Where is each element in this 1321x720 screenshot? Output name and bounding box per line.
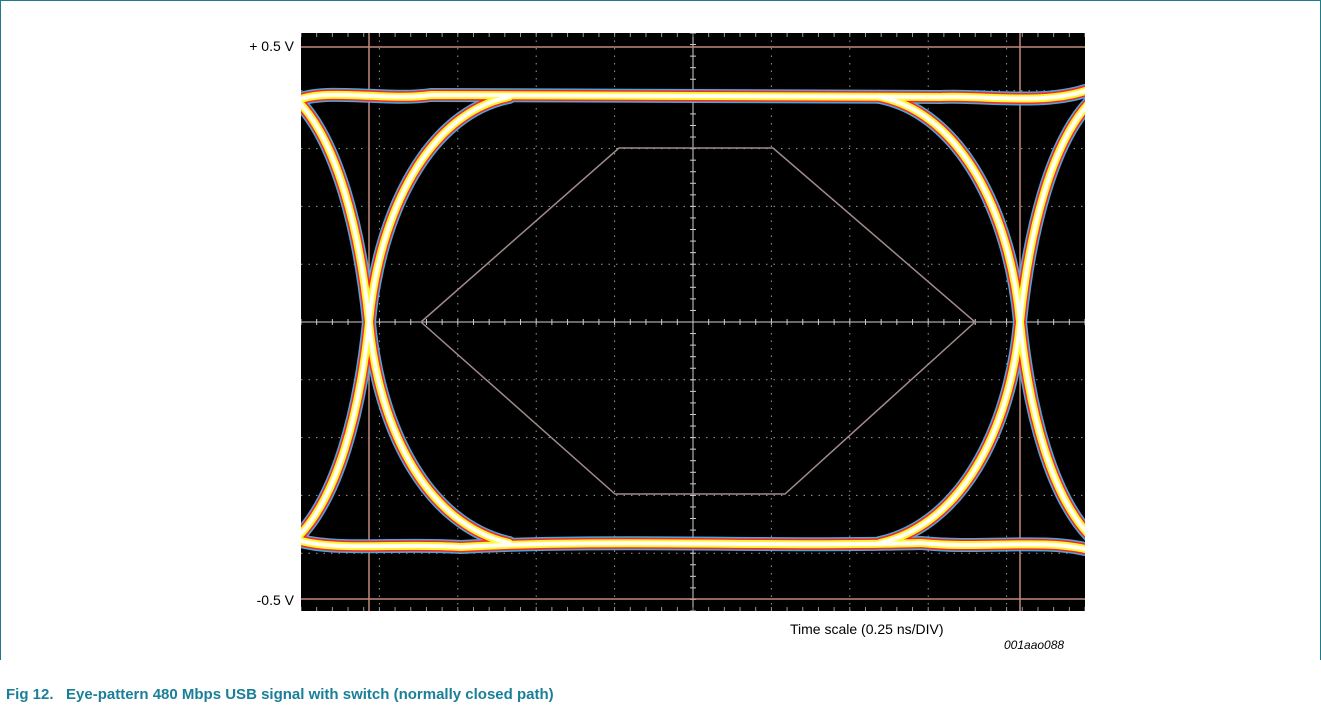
- eye-diagram-svg: [301, 33, 1085, 611]
- figure-caption: Fig 12. Eye-pattern 480 Mbps USB signal …: [6, 686, 554, 703]
- eye-mask: [419, 147, 977, 495]
- y-axis-top-label: + 0.5 V: [249, 38, 294, 54]
- trace-core: [878, 105, 1085, 545]
- x-axis-label: Time scale (0.25 ns/DIV): [790, 621, 944, 637]
- trace-core: [301, 101, 511, 545]
- eye-diagram-plot: [301, 33, 1085, 611]
- trace-core: [301, 539, 1085, 551]
- trace-core: [301, 89, 1085, 101]
- figure-code: 001aao088: [1004, 638, 1065, 652]
- y-axis-bottom-label: -0.5 V: [256, 592, 294, 608]
